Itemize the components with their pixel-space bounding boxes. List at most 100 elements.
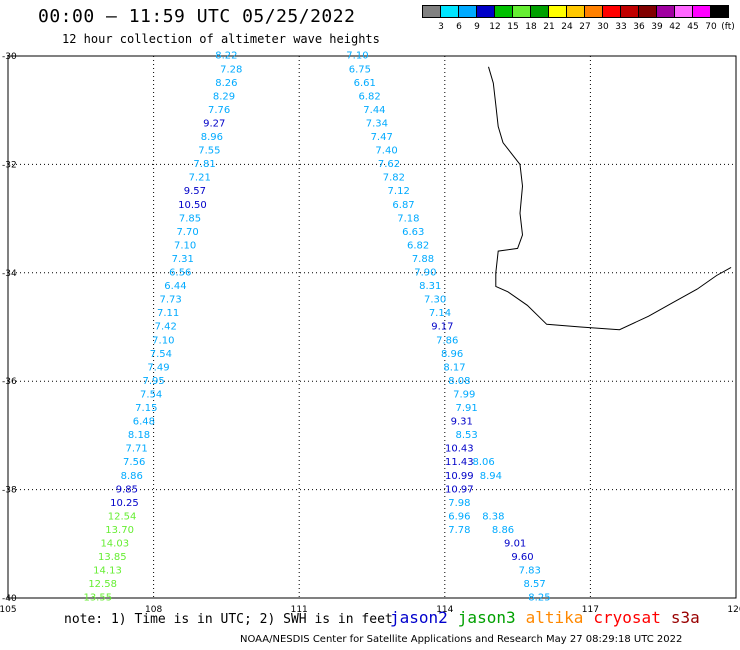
color-scale-cell xyxy=(440,5,459,18)
wave-height-label: 6.96 xyxy=(448,511,470,522)
color-scale-label: 33 xyxy=(615,22,627,32)
wave-height-label: 8.22 xyxy=(215,51,237,62)
satellite-legend-item: jason3 xyxy=(457,608,516,627)
x-tick-label: 117 xyxy=(582,605,599,615)
wave-height-label: 7.82 xyxy=(383,173,405,184)
x-tick-label: 120 xyxy=(727,605,740,615)
wave-height-label: 14.03 xyxy=(100,539,129,550)
wave-height-label: 9.31 xyxy=(451,417,473,428)
wave-height-label: 7.76 xyxy=(208,105,230,116)
x-tick-label: 114 xyxy=(436,605,453,615)
wave-height-label: 7.99 xyxy=(453,389,475,400)
wave-height-label: 6.48 xyxy=(133,417,155,428)
wave-height-label: 7.12 xyxy=(388,186,410,197)
wave-height-label: 6.56 xyxy=(169,268,191,279)
color-scale-cell xyxy=(476,5,495,18)
wave-height-label: 10.99 xyxy=(445,471,474,482)
color-scale-cell xyxy=(710,5,729,18)
satellite-legend: jason2 jason3 altika cryosat s3a xyxy=(390,608,710,627)
wave-height-label: 7.15 xyxy=(135,403,157,414)
wave-height-label: 7.42 xyxy=(155,322,177,333)
wave-height-label: 9.85 xyxy=(116,484,138,495)
wave-height-label: 12.58 xyxy=(88,579,117,590)
wave-height-label: 8.18 xyxy=(128,430,150,441)
color-scale-label: 36 xyxy=(633,22,645,32)
wave-height-label: 7.44 xyxy=(363,105,385,116)
y-tick-label: -32 xyxy=(2,160,17,170)
wave-height-label: 7.18 xyxy=(397,213,419,224)
wave-height-label: 9.27 xyxy=(203,118,225,129)
wave-height-label: 8.08 xyxy=(448,376,470,387)
wave-height-label: 10.97 xyxy=(445,484,474,495)
wave-height-label: 8.25 xyxy=(528,593,550,604)
color-scale-cell xyxy=(494,5,513,18)
wave-height-label: 10.50 xyxy=(178,200,207,211)
wave-height-label: 7.10 xyxy=(152,335,174,346)
wave-height-label: 9.01 xyxy=(504,539,526,550)
wave-height-label: 9.17 xyxy=(431,322,453,333)
satellite-legend-item: cryosat xyxy=(593,608,661,627)
wave-height-label: 7.98 xyxy=(448,498,470,509)
wave-height-label: 13.55 xyxy=(83,593,112,604)
color-scale-label: 70 xyxy=(705,22,717,32)
wave-height-label: 8.26 xyxy=(215,78,237,89)
wave-height-label: 7.88 xyxy=(412,254,434,265)
wave-height-label: 7.83 xyxy=(519,566,541,577)
color-scale-label: 9 xyxy=(474,22,480,32)
color-scale-cell xyxy=(422,5,441,18)
wave-height-label: 8.86 xyxy=(121,471,143,482)
wave-height-label: 9.60 xyxy=(511,552,533,563)
wave-height-label: 7.34 xyxy=(366,118,388,129)
satellite-legend-item: jason2 xyxy=(390,608,448,627)
color-scale-label: 27 xyxy=(579,22,591,32)
wave-height-label: 7.95 xyxy=(142,376,164,387)
color-scale-cell xyxy=(692,5,711,18)
wave-height-label: 6.44 xyxy=(164,281,186,292)
wave-height-label: 7.49 xyxy=(147,362,169,373)
wave-height-label: 6.82 xyxy=(358,91,380,102)
color-scale-label: 3 xyxy=(438,22,444,32)
color-scale-label: 18 xyxy=(525,22,537,32)
color-scale-label: 45 xyxy=(687,22,699,32)
wave-height-label: 7.10 xyxy=(346,51,368,62)
wave-height-label: 9.57 xyxy=(184,186,206,197)
color-scale-label: 6 xyxy=(456,22,462,32)
y-tick-label: -36 xyxy=(2,377,17,387)
color-scale-label: 24 xyxy=(561,22,573,32)
color-scale-cell xyxy=(566,5,585,18)
wave-height-label: 7.91 xyxy=(456,403,478,414)
credit-line: NOAA/NESDIS Center for Satellite Applica… xyxy=(240,634,683,645)
color-scale-cell xyxy=(584,5,603,18)
color-scale-cell xyxy=(530,5,549,18)
wave-height-label: 6.63 xyxy=(402,227,424,238)
coastline xyxy=(488,66,732,331)
wave-height-label: 8.06 xyxy=(472,457,494,468)
color-scale xyxy=(422,5,729,18)
wave-height-label: 7.55 xyxy=(198,146,220,157)
color-scale-cell xyxy=(656,5,675,18)
color-scale-cell xyxy=(638,5,657,18)
wave-height-label: 7.21 xyxy=(189,173,211,184)
color-scale-cell xyxy=(512,5,531,18)
color-scale-unit: (ft) xyxy=(721,22,735,32)
y-tick-label: -38 xyxy=(2,486,17,496)
wave-height-label: 7.62 xyxy=(378,159,400,170)
wave-height-label: 10.25 xyxy=(110,498,139,509)
wave-height-label: 11.43 xyxy=(445,457,474,468)
map-title: 00:00 – 11:59 UTC 05/25/2022 xyxy=(38,6,356,27)
wave-height-label: 7.86 xyxy=(436,335,458,346)
color-scale-cell xyxy=(602,5,621,18)
wave-height-label: 6.87 xyxy=(392,200,414,211)
wave-height-label: 7.78 xyxy=(448,525,470,536)
wave-height-label: 7.31 xyxy=(172,254,194,265)
color-scale-cell xyxy=(548,5,567,18)
wave-height-label: 8.17 xyxy=(443,362,465,373)
wave-height-label: 7.85 xyxy=(179,213,201,224)
color-scale-label: 15 xyxy=(507,22,519,32)
color-scale-cell xyxy=(620,5,639,18)
wave-height-label: 8.96 xyxy=(201,132,223,143)
wave-height-label: 8.29 xyxy=(213,91,235,102)
color-scale-cell xyxy=(674,5,693,18)
wave-height-label: 7.56 xyxy=(123,457,145,468)
